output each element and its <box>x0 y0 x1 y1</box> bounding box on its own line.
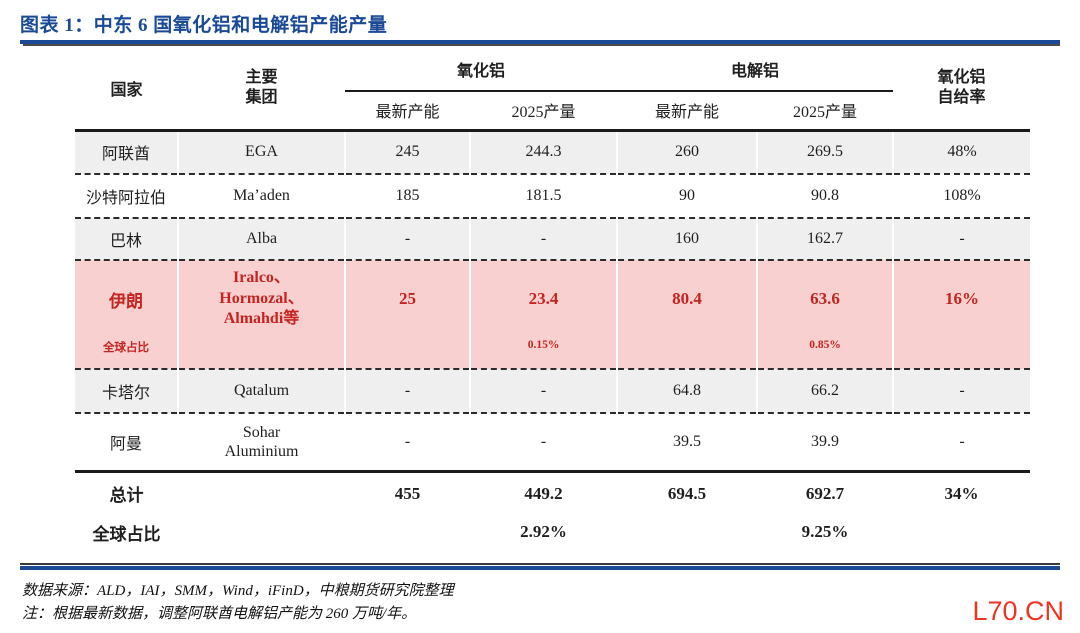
col-group-alumina: 氧化铝 <box>345 47 618 92</box>
cell-country: 巴林 <box>75 218 178 261</box>
cell-el-prod: 269.5 <box>756 130 894 175</box>
cell-group: Iralco、Hormozal、Almahdi等 <box>177 260 345 370</box>
totals-al-cap: 455 <box>345 471 470 509</box>
cell-al-prod: 23.4 0.15% <box>468 260 618 370</box>
col-header-alumina-production: 2025产量 <box>470 91 618 130</box>
site-watermark: L70.CN <box>972 596 1064 626</box>
col-header-main-group: 主要 集团 <box>178 47 345 130</box>
cell-el-cap: 64.8 <box>616 369 758 414</box>
cell-al-cap: - <box>344 369 470 414</box>
al-prod-global-share: 0.15% <box>527 339 560 351</box>
cell-group: Ma’aden <box>177 174 345 219</box>
table-row-saudi-arabia: 沙特阿拉伯 Ma’aden 185 181.5 90 90.8 108% <box>75 174 1031 219</box>
table-bottom-rule <box>20 563 1060 570</box>
cell-el-prod: 162.7 <box>756 218 894 261</box>
table-row-global-share: 全球占比 2.92% 9.25% <box>75 509 1031 555</box>
header-row-groups: 国家 主要 集团 氧化铝 电解铝 氧化铝 自给率 <box>75 47 1031 130</box>
cell-al-cap: 25 <box>344 260 470 370</box>
data-source-note: 数据来源：ALD，IAI，SMM，Wind，iFinD，中粮期货研究院整理 <box>22 583 454 599</box>
cell-al-prod: - <box>468 369 618 414</box>
capacity-production-table: 国家 主要 集团 氧化铝 电解铝 氧化铝 自给率 最新产能 2025产量 最新产… <box>75 47 1031 555</box>
cell-country: 卡塔尔 <box>75 369 178 414</box>
cell-country: 阿曼 <box>75 413 178 473</box>
totals-self-rate: 34% <box>893 471 1031 509</box>
cell-self-rate: 16% <box>892 260 1031 370</box>
cell-self-rate: 108% <box>892 174 1031 219</box>
cell-al-prod: 244.3 <box>468 130 618 175</box>
global-share-row-label: 全球占比 <box>75 509 178 555</box>
cell-self-rate: - <box>892 369 1031 414</box>
cell-self-rate: 48% <box>892 130 1031 175</box>
table-row-uae: 阿联酋 EGA 245 244.3 260 269.5 48% <box>75 130 1031 175</box>
cell-el-cap: 80.4 <box>616 260 758 370</box>
el-prod-global-share: 0.85% <box>809 339 841 351</box>
cell-al-cap: - <box>344 413 470 473</box>
cell-al-prod: - <box>468 413 618 473</box>
cell-al-cap: 185 <box>344 174 470 219</box>
cell-al-prod: 181.5 <box>468 174 618 219</box>
col-header-aluminum-production: 2025产量 <box>757 91 894 130</box>
cell-el-cap: 39.5 <box>616 413 758 473</box>
cell-country: 沙特阿拉伯 <box>75 174 178 219</box>
header-row-sub: 最新产能 2025产量 最新产能 2025产量 <box>75 91 1030 130</box>
global-share-el-prod: 9.25% <box>757 509 894 555</box>
col-header-aluminum-capacity: 最新产能 <box>617 91 758 130</box>
table-row-totals: 总计 455 449.2 694.5 692.7 34% <box>75 471 1031 509</box>
cell-group: EGA <box>177 130 345 175</box>
cell-country: 伊朗 全球占比 <box>75 260 178 370</box>
col-header-alumina-capacity: 最新产能 <box>345 91 470 130</box>
cell-el-cap: 90 <box>616 174 758 219</box>
totals-el-prod: 692.7 <box>757 471 894 509</box>
footnotes: 数据来源：ALD，IAI，SMM，Wind，iFinD，中粮期货研究院整理 注：… <box>22 580 454 627</box>
totals-el-cap: 694.5 <box>617 471 758 509</box>
cell-al-cap: - <box>344 218 470 261</box>
cell-self-rate: - <box>892 413 1031 473</box>
cell-al-prod: - <box>468 218 618 261</box>
cell-el-prod: 90.8 <box>756 174 894 219</box>
adjustment-note: 注：根据最新数据，调整阿联酋电解铝产能为 260 万吨/年。 <box>22 606 417 623</box>
col-header-self-sufficiency: 氧化铝 自给率 <box>893 47 1031 130</box>
table-row-bahrain: 巴林 Alba - - 160 162.7 - <box>75 218 1031 261</box>
col-header-country: 国家 <box>75 47 178 130</box>
table-row-oman: 阿曼 Sohar Aluminium - - 39.5 39.9 - <box>75 413 1031 473</box>
totals-al-prod: 449.2 <box>470 471 618 509</box>
table-row-qatar: 卡塔尔 Qatalum - - 64.8 66.2 - <box>75 369 1031 414</box>
global-share-al-prod: 2.92% <box>470 509 618 555</box>
table-row-iran-highlighted: 伊朗 全球占比 Iralco、Hormozal、Almahdi等 25 <box>75 260 1031 370</box>
cell-self-rate: - <box>892 218 1031 261</box>
cell-el-cap: 160 <box>616 218 758 261</box>
totals-label: 总计 <box>75 471 178 509</box>
cell-group: Sohar Aluminium <box>177 413 345 473</box>
figure-title: 图表 1：中东 6 国氧化铝和电解铝产能产量 <box>20 15 388 36</box>
cell-el-cap: 260 <box>616 130 758 175</box>
cell-el-prod: 39.9 <box>756 413 894 473</box>
cell-group: Qatalum <box>177 369 345 414</box>
global-share-label: 全球占比 <box>103 342 149 354</box>
title-underline <box>20 40 1060 47</box>
cell-el-prod: 63.6 0.85% <box>756 260 894 370</box>
cell-group: Alba <box>177 218 345 261</box>
cell-el-prod: 66.2 <box>756 369 894 414</box>
col-group-aluminum: 电解铝 <box>617 47 894 92</box>
cell-al-cap: 245 <box>344 130 470 175</box>
cell-country: 阿联酋 <box>75 130 178 175</box>
